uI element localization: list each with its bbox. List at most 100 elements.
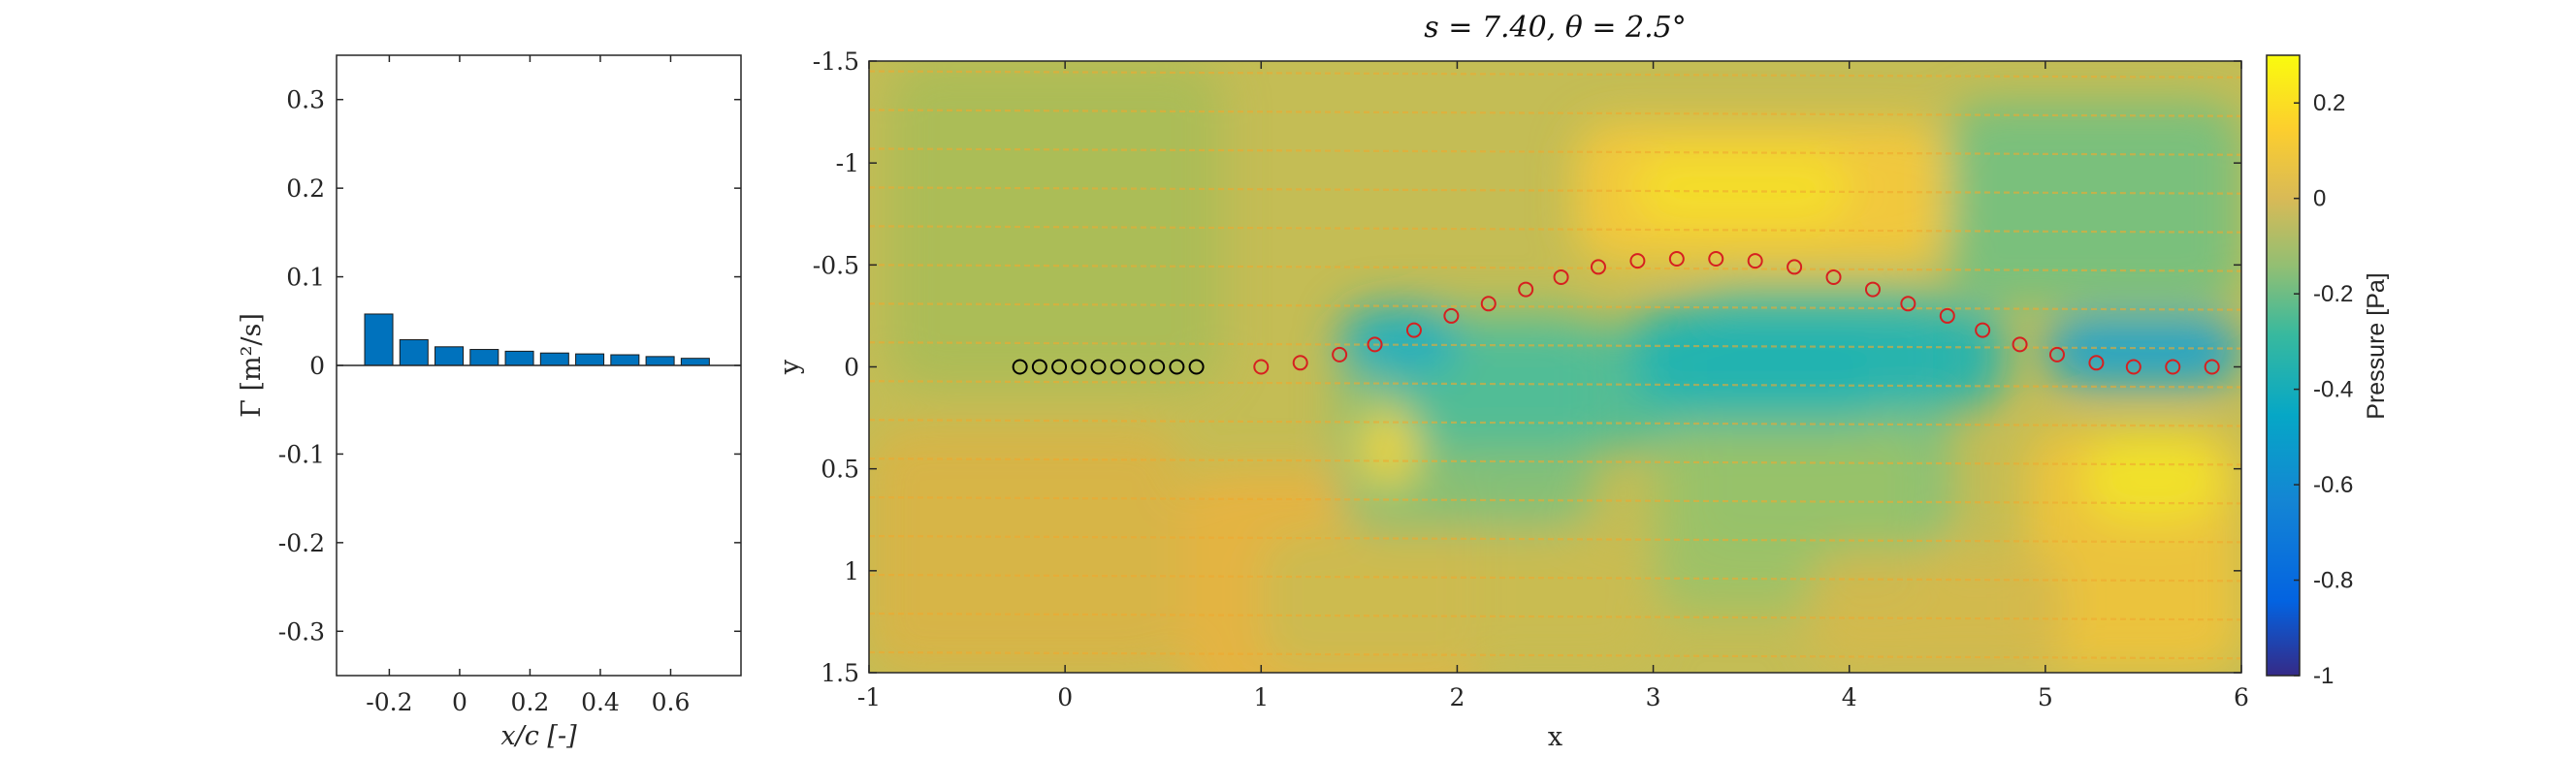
heat-x-ticks: -1 0 1 2 3 4 5 6 <box>857 61 2249 711</box>
colorbar-tick-label: -0.2 <box>2313 281 2353 307</box>
foil-marker <box>1051 359 1068 375</box>
streak-line <box>869 650 2241 660</box>
streak-line <box>869 70 2241 79</box>
velocity-streaks <box>869 70 2241 660</box>
bar-y-axis-label: Γ [m²/s] <box>237 313 267 418</box>
x-tick-label: -0.2 <box>366 688 412 716</box>
streak-line <box>869 612 2241 621</box>
y-tick-label: -0.5 <box>813 251 859 279</box>
bar <box>435 346 465 366</box>
foil-marker <box>1071 359 1087 375</box>
heat-y-ticks: -1.5 -1 -0.5 0 0.5 1 1.5 <box>813 47 2241 687</box>
pressure-field-chart: -1 0 1 2 3 4 5 6 -1.5 -1 -0.5 0 0.5 1 1.5 s = 7.40, θ… <box>775 11 2249 752</box>
foil-marker <box>1708 251 1724 268</box>
pressure-regions <box>869 61 2241 673</box>
y-tick-label: 0.2 <box>286 174 325 203</box>
y-tick-label: 0.5 <box>821 456 859 484</box>
foil-marker <box>1188 359 1205 375</box>
y-tick-label: -0.1 <box>278 440 325 468</box>
foil-marker <box>1825 268 1842 285</box>
foil-marker <box>1975 322 1991 338</box>
bar-x-ticks: -0.2 0 0.2 0.4 0.6 <box>366 55 690 716</box>
foil-marker <box>1169 359 1185 375</box>
foil-marker <box>1149 359 1166 375</box>
x-tick-label: 0 <box>1057 683 1073 711</box>
pressure-region <box>1339 305 1458 378</box>
upstream-foil-markers <box>1012 359 1205 375</box>
pressure-region <box>1261 529 1654 673</box>
colorbar-ticks: 0.2 0 -0.2 -0.4 -0.6 -0.8 -1 <box>2294 90 2353 689</box>
streak-line <box>869 457 2241 466</box>
y-tick-label: -0.2 <box>278 529 325 557</box>
downstream-foil-markers <box>1253 251 2220 375</box>
x-tick-label: 0 <box>452 688 467 716</box>
x-tick-label: 0.2 <box>511 688 550 716</box>
bar <box>610 354 640 366</box>
pressure-colorbar: 0.2 0 -0.2 -0.4 -0.6 -0.8 -1 Pressure [Pa] <box>2266 54 2390 689</box>
x-tick-label: 0.4 <box>581 688 620 716</box>
heat-x-axis-label: x <box>1548 722 1562 752</box>
foil-marker <box>1787 259 1803 275</box>
heat-title: s = 7.40, θ = 2.5° <box>1424 11 1686 45</box>
streak-line <box>869 147 2241 156</box>
streak-line <box>869 225 2241 234</box>
pressure-region <box>869 427 1183 673</box>
foil-marker <box>1518 281 1534 298</box>
streak-line <box>869 264 2241 272</box>
foil-marker <box>1590 259 1606 275</box>
pressure-region <box>1633 152 1850 225</box>
foil-marker <box>1090 359 1107 375</box>
foil-marker <box>1253 359 1270 375</box>
x-tick-label: 5 <box>2038 683 2053 711</box>
colorbar-tick-label: -0.6 <box>2313 472 2353 498</box>
y-tick-label: 0.1 <box>286 264 325 292</box>
y-tick-label: 1 <box>844 557 859 585</box>
y-tick-label: 0 <box>309 352 325 380</box>
bar <box>469 349 499 366</box>
bar <box>680 358 710 366</box>
streak-line <box>869 109 2241 117</box>
x-tick-label: 3 <box>1646 683 1661 711</box>
y-tick-label: 1.5 <box>821 659 859 687</box>
y-tick-label: 0.3 <box>286 86 325 114</box>
bar <box>504 350 534 366</box>
streak-line <box>869 186 2241 195</box>
foil-marker <box>1332 346 1348 363</box>
pressure-contour-field <box>869 61 2241 673</box>
y-tick-label: 0 <box>844 354 859 382</box>
foil-marker <box>1405 322 1422 338</box>
streak-line <box>869 496 2241 505</box>
pressure-region <box>2045 315 2241 388</box>
foil-marker <box>1747 253 1763 269</box>
foil-marker <box>2088 355 2105 371</box>
foil-marker <box>1292 355 1308 371</box>
streak-line <box>869 573 2241 583</box>
foil-marker <box>2204 359 2220 375</box>
colorbar-tick-label: -0.4 <box>2313 377 2353 403</box>
foil-marker <box>1939 307 1955 324</box>
streak-line <box>869 302 2241 311</box>
bar <box>364 313 394 366</box>
pressure-region <box>1947 102 2241 306</box>
streak-line <box>869 419 2241 427</box>
colorbar-gradient <box>2266 54 2301 677</box>
foil-marker <box>1668 251 1685 268</box>
foil-marker <box>2048 346 2065 363</box>
x-tick-label: 4 <box>1842 683 1857 711</box>
foil-marker <box>2012 336 2028 353</box>
foil-marker <box>1129 359 1145 375</box>
x-tick-label: 1 <box>1253 683 1269 711</box>
colorbar-tick-label: -0.8 <box>2313 568 2353 594</box>
bar-y-ticks: 0.3 0.2 0.1 0 -0.1 -0.2 -0.3 <box>278 86 741 646</box>
foil-marker <box>1012 359 1028 375</box>
foil-marker <box>2165 359 2181 375</box>
foil-marker <box>1367 336 1383 353</box>
foil-marker <box>2125 359 2141 375</box>
foil-marker <box>1110 359 1126 375</box>
streak-line <box>869 341 2241 350</box>
foil-marker <box>1553 268 1569 285</box>
bar <box>399 338 429 366</box>
pressure-region <box>1633 305 2007 408</box>
foil-marker <box>1629 253 1646 269</box>
